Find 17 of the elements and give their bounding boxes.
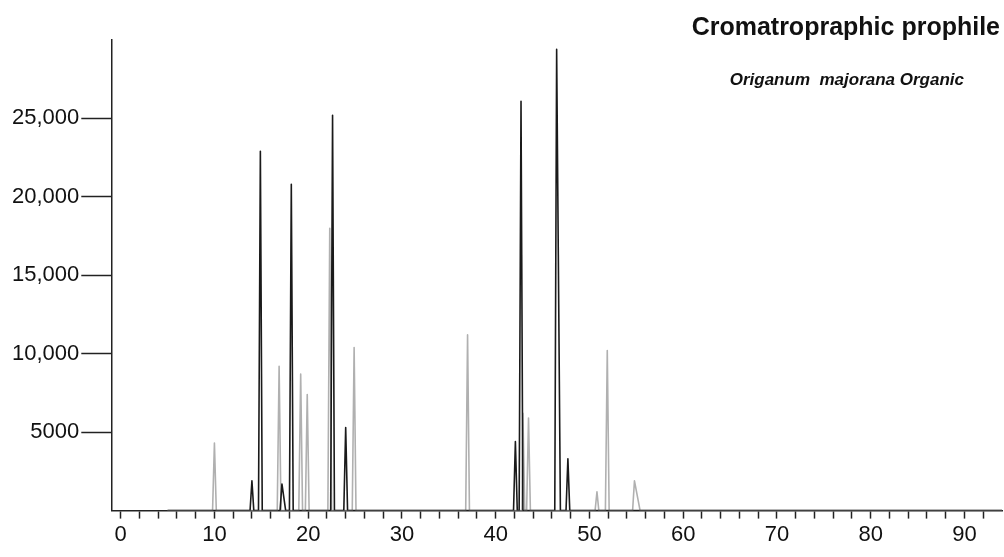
x-tick-label: 0 bbox=[114, 520, 127, 546]
x-tick-label: 20 bbox=[295, 520, 321, 546]
y-tick-label: 25,000 bbox=[11, 104, 80, 130]
y-tick-label: 15,000 bbox=[11, 261, 80, 287]
x-tick-label: 40 bbox=[483, 520, 508, 546]
x-tick-label: 60 bbox=[670, 520, 696, 546]
y-tick-label: 10,000 bbox=[11, 339, 80, 365]
y-tick-label: 20,000 bbox=[11, 182, 80, 208]
x-tick-label: 70 bbox=[764, 520, 790, 546]
x-tick-label: 50 bbox=[577, 520, 602, 546]
x-tick-label: 80 bbox=[858, 520, 883, 546]
x-tick-label: 90 bbox=[952, 520, 977, 546]
y-tick-label: 5000 bbox=[30, 418, 80, 444]
x-tick-label: 10 bbox=[202, 520, 227, 546]
x-tick-label: 30 bbox=[389, 520, 415, 546]
chart-title: Cromatropraphic prophile bbox=[691, 12, 1000, 41]
text: Origanum majorana Organic bbox=[729, 70, 964, 90]
